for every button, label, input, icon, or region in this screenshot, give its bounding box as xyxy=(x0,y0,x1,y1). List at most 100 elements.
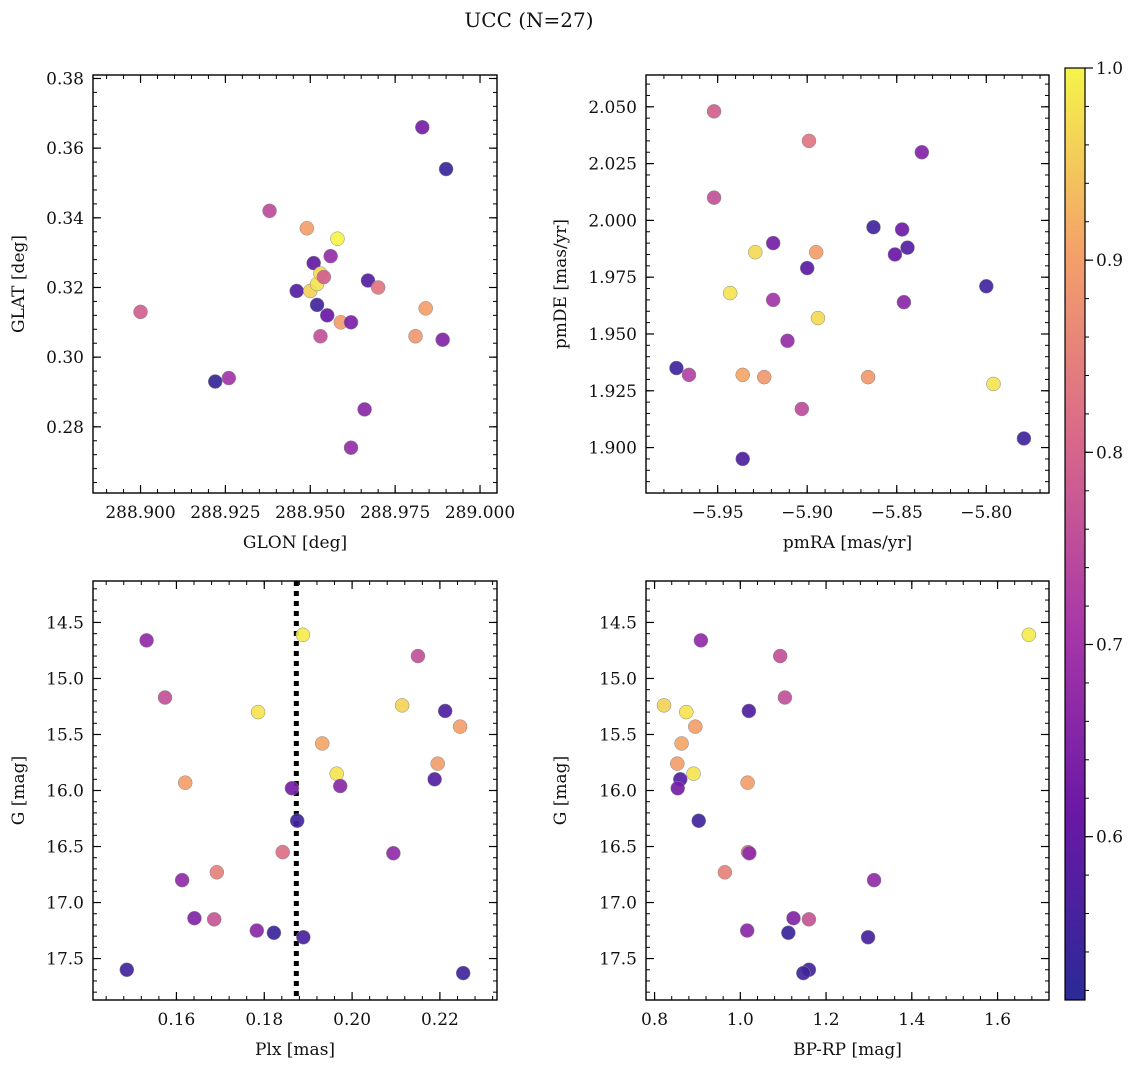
x-axis-label: BP-RP [mag] xyxy=(793,1040,902,1060)
data-point xyxy=(691,813,706,828)
x-tick-label: −5.80 xyxy=(960,503,1012,523)
x-tick-label: 288.950 xyxy=(275,503,345,523)
data-point xyxy=(706,190,722,205)
data-point xyxy=(306,255,321,271)
data-point xyxy=(740,775,755,790)
data-point xyxy=(394,698,410,713)
data-point xyxy=(313,329,328,344)
y-tick-label: 1.975 xyxy=(588,268,637,288)
data-point xyxy=(777,690,793,705)
data-point xyxy=(780,333,795,349)
data-point xyxy=(357,402,372,417)
y-tick-label: 16.0 xyxy=(46,782,84,802)
colorbar-tick-label: 0.9 xyxy=(1096,251,1123,271)
data-point xyxy=(332,778,348,794)
y-tick-label: 17.5 xyxy=(46,950,84,970)
data-point xyxy=(386,845,401,861)
x-tick-label: 288.975 xyxy=(360,503,430,523)
y-tick-label: 0.30 xyxy=(46,348,84,368)
x-tick-label: 1.4 xyxy=(898,1010,925,1030)
x-axis-label: pmRA [mas/yr] xyxy=(783,533,912,553)
data-point xyxy=(415,120,430,135)
x-tick-label: 0.18 xyxy=(245,1010,283,1030)
scatter-points xyxy=(656,627,1037,981)
data-point xyxy=(343,440,359,455)
x-tick-label: 0.16 xyxy=(158,1010,196,1030)
data-point xyxy=(786,910,801,926)
data-point xyxy=(900,240,915,255)
data-point xyxy=(343,315,359,330)
data-point xyxy=(669,360,684,376)
data-point xyxy=(1021,627,1037,643)
data-point xyxy=(765,235,781,251)
data-point xyxy=(320,308,335,323)
y-tick-label: 16.5 xyxy=(46,838,84,858)
data-point xyxy=(408,329,423,344)
data-point xyxy=(314,736,330,751)
data-point xyxy=(427,772,442,787)
data-point xyxy=(435,332,450,347)
colorbar-frame xyxy=(1064,67,1086,1001)
colorbar-tick-label: 0.8 xyxy=(1096,443,1123,463)
data-point xyxy=(765,292,781,308)
scatter-points xyxy=(669,104,1032,467)
data-point xyxy=(801,912,817,927)
y-tick-label: 2.025 xyxy=(588,155,637,175)
x-axis-label: Plx [mas] xyxy=(255,1040,335,1060)
x-tick-label: 1.2 xyxy=(813,1010,840,1030)
data-point xyxy=(801,133,817,149)
axes-frame xyxy=(92,580,498,1001)
y-tick-label: 0.32 xyxy=(46,278,84,298)
data-point xyxy=(670,781,685,796)
y-tick-label: 15.5 xyxy=(46,725,84,745)
glon-glat-panel: 288.900 288.925 288.950 288.975 289.000 0.28 0… xyxy=(9,69,515,553)
data-point xyxy=(735,367,750,383)
y-tick-label: 15.5 xyxy=(599,725,637,745)
cmd-panel: 0.8 1.0 1.2 1.4 1.6 14.5 15.0 15.5 16.0 16.5 17.0 1… xyxy=(551,580,1050,1060)
data-point xyxy=(370,280,386,295)
x-tick-label: 0.22 xyxy=(421,1010,459,1030)
data-point xyxy=(133,304,148,320)
x-tick-label: −5.95 xyxy=(692,503,744,523)
data-point xyxy=(894,222,910,237)
y-tick-label: 14.5 xyxy=(46,613,84,633)
data-point xyxy=(794,401,810,417)
y-axis-label: G [mag] xyxy=(9,756,29,825)
figure-suptitle: UCC (N=27) xyxy=(464,8,593,32)
data-point xyxy=(157,690,173,705)
y-tick-label: 1.900 xyxy=(588,439,637,459)
data-point xyxy=(866,872,882,888)
y-tick-label: 16.0 xyxy=(599,782,637,802)
data-point xyxy=(329,766,344,781)
y-tick-label: 17.5 xyxy=(599,950,637,970)
data-point xyxy=(674,736,689,751)
x-tick-label: 1.6 xyxy=(984,1010,1011,1030)
data-point xyxy=(316,269,332,285)
data-point xyxy=(330,231,345,246)
y-tick-label: 0.28 xyxy=(46,418,84,438)
data-point xyxy=(808,244,824,260)
y-tick-label: 0.34 xyxy=(46,209,84,229)
data-point xyxy=(174,872,190,888)
data-point xyxy=(299,221,315,236)
data-point xyxy=(896,294,912,310)
x-tick-label: 289.000 xyxy=(445,503,515,523)
data-point xyxy=(430,756,445,771)
data-point xyxy=(1016,431,1032,446)
data-point xyxy=(722,285,738,301)
data-point xyxy=(799,260,815,276)
data-point xyxy=(360,273,376,288)
data-point xyxy=(772,648,788,664)
y-axis-label: G [mag] xyxy=(551,756,571,825)
y-tick-label: 14.5 xyxy=(599,613,637,633)
data-point xyxy=(284,781,300,796)
data-point xyxy=(139,633,154,648)
y-tick-label: 1.950 xyxy=(588,325,637,345)
plx-g-panel: 0.16 0.18 0.20 0.22 14.5 15.0 15.5 16.0 16.5 17.0… xyxy=(9,580,498,1060)
colorbar-tick-label: 0.6 xyxy=(1096,828,1123,848)
data-point xyxy=(979,279,994,294)
data-point xyxy=(437,703,453,719)
data-point xyxy=(756,369,772,385)
scatter-points xyxy=(133,120,454,455)
